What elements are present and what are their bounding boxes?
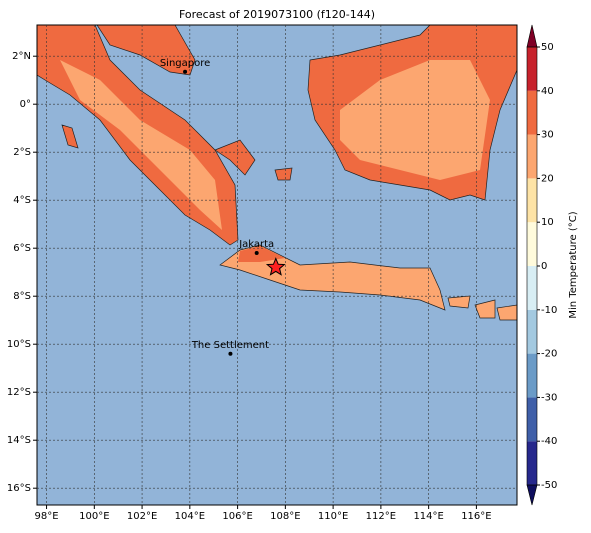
colorbar-tick-label: 40 <box>541 86 554 97</box>
x-tick-label: 116°E <box>461 511 491 522</box>
marker-star <box>265 257 286 276</box>
y-tick-label: 14°S <box>7 435 31 446</box>
colorbar-segment <box>527 309 537 354</box>
colorbar-segment <box>527 47 537 91</box>
colorbar-tick-label: -20 <box>541 349 557 360</box>
x-tick-label: 106°E <box>222 511 252 522</box>
colorbar-tick-label: -50 <box>541 480 557 491</box>
colorbar-tick-label: 20 <box>541 173 554 184</box>
bangka <box>214 139 256 176</box>
city-label: Jakarta <box>238 239 274 250</box>
x-tick-label: 102°E <box>127 511 157 522</box>
x-tick-label: 98°E <box>35 511 59 522</box>
colorbar-tick-label: 10 <box>541 217 554 228</box>
belitung <box>274 167 293 181</box>
y-tick-label: 6°S <box>13 243 31 254</box>
colorbar-over <box>526 24 538 48</box>
city-point <box>228 351 233 356</box>
city-point <box>183 69 188 74</box>
colorbar-tick-label: 50 <box>541 42 554 53</box>
city-point <box>254 251 259 255</box>
malaya <box>96 24 196 76</box>
x-tick-label: 110°E <box>318 511 348 522</box>
sumatra-warm <box>60 60 222 230</box>
city-label: Singapore <box>160 58 210 69</box>
x-tick-label: 114°E <box>413 511 443 522</box>
colorbar-segment <box>527 178 537 223</box>
colorbar-segment <box>527 266 537 310</box>
colorbar-tick-label: -40 <box>541 436 557 447</box>
x-tick-label: 108°E <box>270 511 300 522</box>
frame <box>36 24 518 506</box>
island <box>474 299 496 319</box>
island <box>496 304 518 321</box>
y-tick-label: 8°S <box>13 291 31 302</box>
y-tick-label: 2°N <box>12 51 31 62</box>
colorbar-segment <box>527 222 537 266</box>
colorbar-segment <box>527 441 537 485</box>
borneo-warm <box>340 60 490 180</box>
y-tick-label: 0° <box>20 99 31 110</box>
island <box>61 124 79 149</box>
y-tick-label: 4°S <box>13 195 31 206</box>
colorbar-label: Min Temperature (°C) <box>568 211 579 318</box>
city-label: The Settlement <box>191 340 269 351</box>
colorbar-segment <box>527 90 537 135</box>
island <box>447 295 471 309</box>
chart-title: Forecast of 2019073100 (f120-144) <box>179 8 375 21</box>
x-tick-label: 112°E <box>366 511 396 522</box>
x-tick-label: 104°E <box>175 511 205 522</box>
x-tick-label: 100°E <box>79 511 109 522</box>
colorbar-under <box>526 484 538 506</box>
colorbar-tick-label: 30 <box>541 130 554 141</box>
colorbar-segment <box>527 353 537 398</box>
java-warm <box>238 246 285 262</box>
colorbar-tick-label: -10 <box>541 305 557 316</box>
y-tick-label: 12°S <box>7 387 31 398</box>
y-tick-label: 10°S <box>7 339 31 350</box>
colorbar-tick-label: -30 <box>541 392 557 403</box>
y-tick-label: 16°S <box>7 483 31 494</box>
colorbar-segment <box>527 134 537 179</box>
colorbar-tick-label: 0 <box>541 261 547 272</box>
colorbar-segment <box>527 397 537 442</box>
y-tick-label: 2°S <box>13 147 31 158</box>
